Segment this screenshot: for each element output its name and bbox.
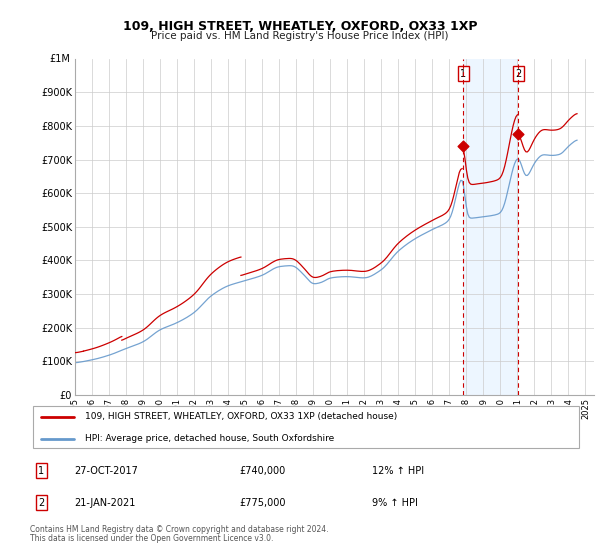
FancyBboxPatch shape <box>33 405 579 449</box>
Text: 109, HIGH STREET, WHEATLEY, OXFORD, OX33 1XP: 109, HIGH STREET, WHEATLEY, OXFORD, OX33… <box>123 20 477 32</box>
Text: Contains HM Land Registry data © Crown copyright and database right 2024.: Contains HM Land Registry data © Crown c… <box>30 525 329 534</box>
Text: 9% ↑ HPI: 9% ↑ HPI <box>372 498 418 508</box>
Text: £775,000: £775,000 <box>240 498 286 508</box>
Text: 1: 1 <box>38 465 44 475</box>
Point <box>514 130 523 139</box>
Text: £1M: £1M <box>49 54 70 64</box>
Text: 2: 2 <box>515 69 521 79</box>
Text: 1: 1 <box>460 69 467 79</box>
Bar <box>463 59 518 395</box>
Text: £740,000: £740,000 <box>240 465 286 475</box>
Text: This data is licensed under the Open Government Licence v3.0.: This data is licensed under the Open Gov… <box>30 534 274 543</box>
Text: 21-JAN-2021: 21-JAN-2021 <box>74 498 136 508</box>
Text: 27-OCT-2017: 27-OCT-2017 <box>74 465 138 475</box>
Text: Price paid vs. HM Land Registry's House Price Index (HPI): Price paid vs. HM Land Registry's House … <box>151 31 449 41</box>
Point <box>458 142 468 151</box>
Text: HPI: Average price, detached house, South Oxfordshire: HPI: Average price, detached house, Sout… <box>85 435 334 444</box>
Text: 12% ↑ HPI: 12% ↑ HPI <box>372 465 424 475</box>
Text: 109, HIGH STREET, WHEATLEY, OXFORD, OX33 1XP (detached house): 109, HIGH STREET, WHEATLEY, OXFORD, OX33… <box>85 412 397 421</box>
Text: 2: 2 <box>38 498 44 508</box>
